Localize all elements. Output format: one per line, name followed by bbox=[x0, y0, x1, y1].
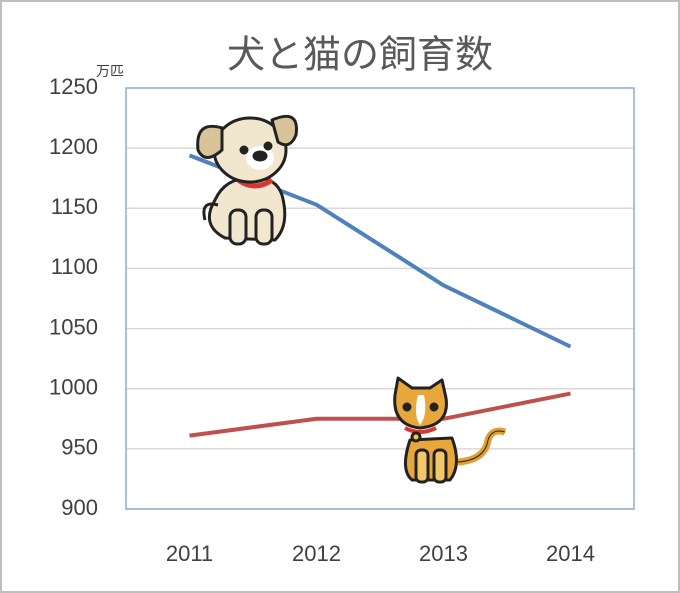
plot-area: 900 950 1000 1050 1100 1150 1200 1250 2011 2012 20… bbox=[49, 74, 635, 566]
plot-border bbox=[125, 87, 635, 510]
x-tick-label: 2011 bbox=[166, 541, 213, 566]
y-tick-label: 1000 bbox=[49, 375, 98, 400]
y-tick-label: 950 bbox=[61, 435, 98, 460]
chart-title: 犬と猫の飼育数 bbox=[227, 33, 493, 77]
y-tick-label: 1200 bbox=[49, 134, 98, 159]
series-line bbox=[189, 391, 571, 438]
x-tick-label: 2013 bbox=[419, 541, 468, 566]
y-tick-label: 1050 bbox=[49, 314, 98, 339]
cat-illustration bbox=[393, 376, 507, 484]
dog-illustration bbox=[196, 114, 298, 246]
y-tick-label: 1100 bbox=[51, 254, 98, 279]
x-tick-label: 2012 bbox=[292, 541, 341, 566]
y-tick-label: 900 bbox=[61, 495, 98, 520]
x-tick-label: 2014 bbox=[546, 541, 595, 566]
y-tick-label: 1250 bbox=[49, 74, 98, 99]
y-tick-label: 1150 bbox=[51, 194, 98, 219]
unit-label: 万匹 bbox=[96, 64, 124, 80]
